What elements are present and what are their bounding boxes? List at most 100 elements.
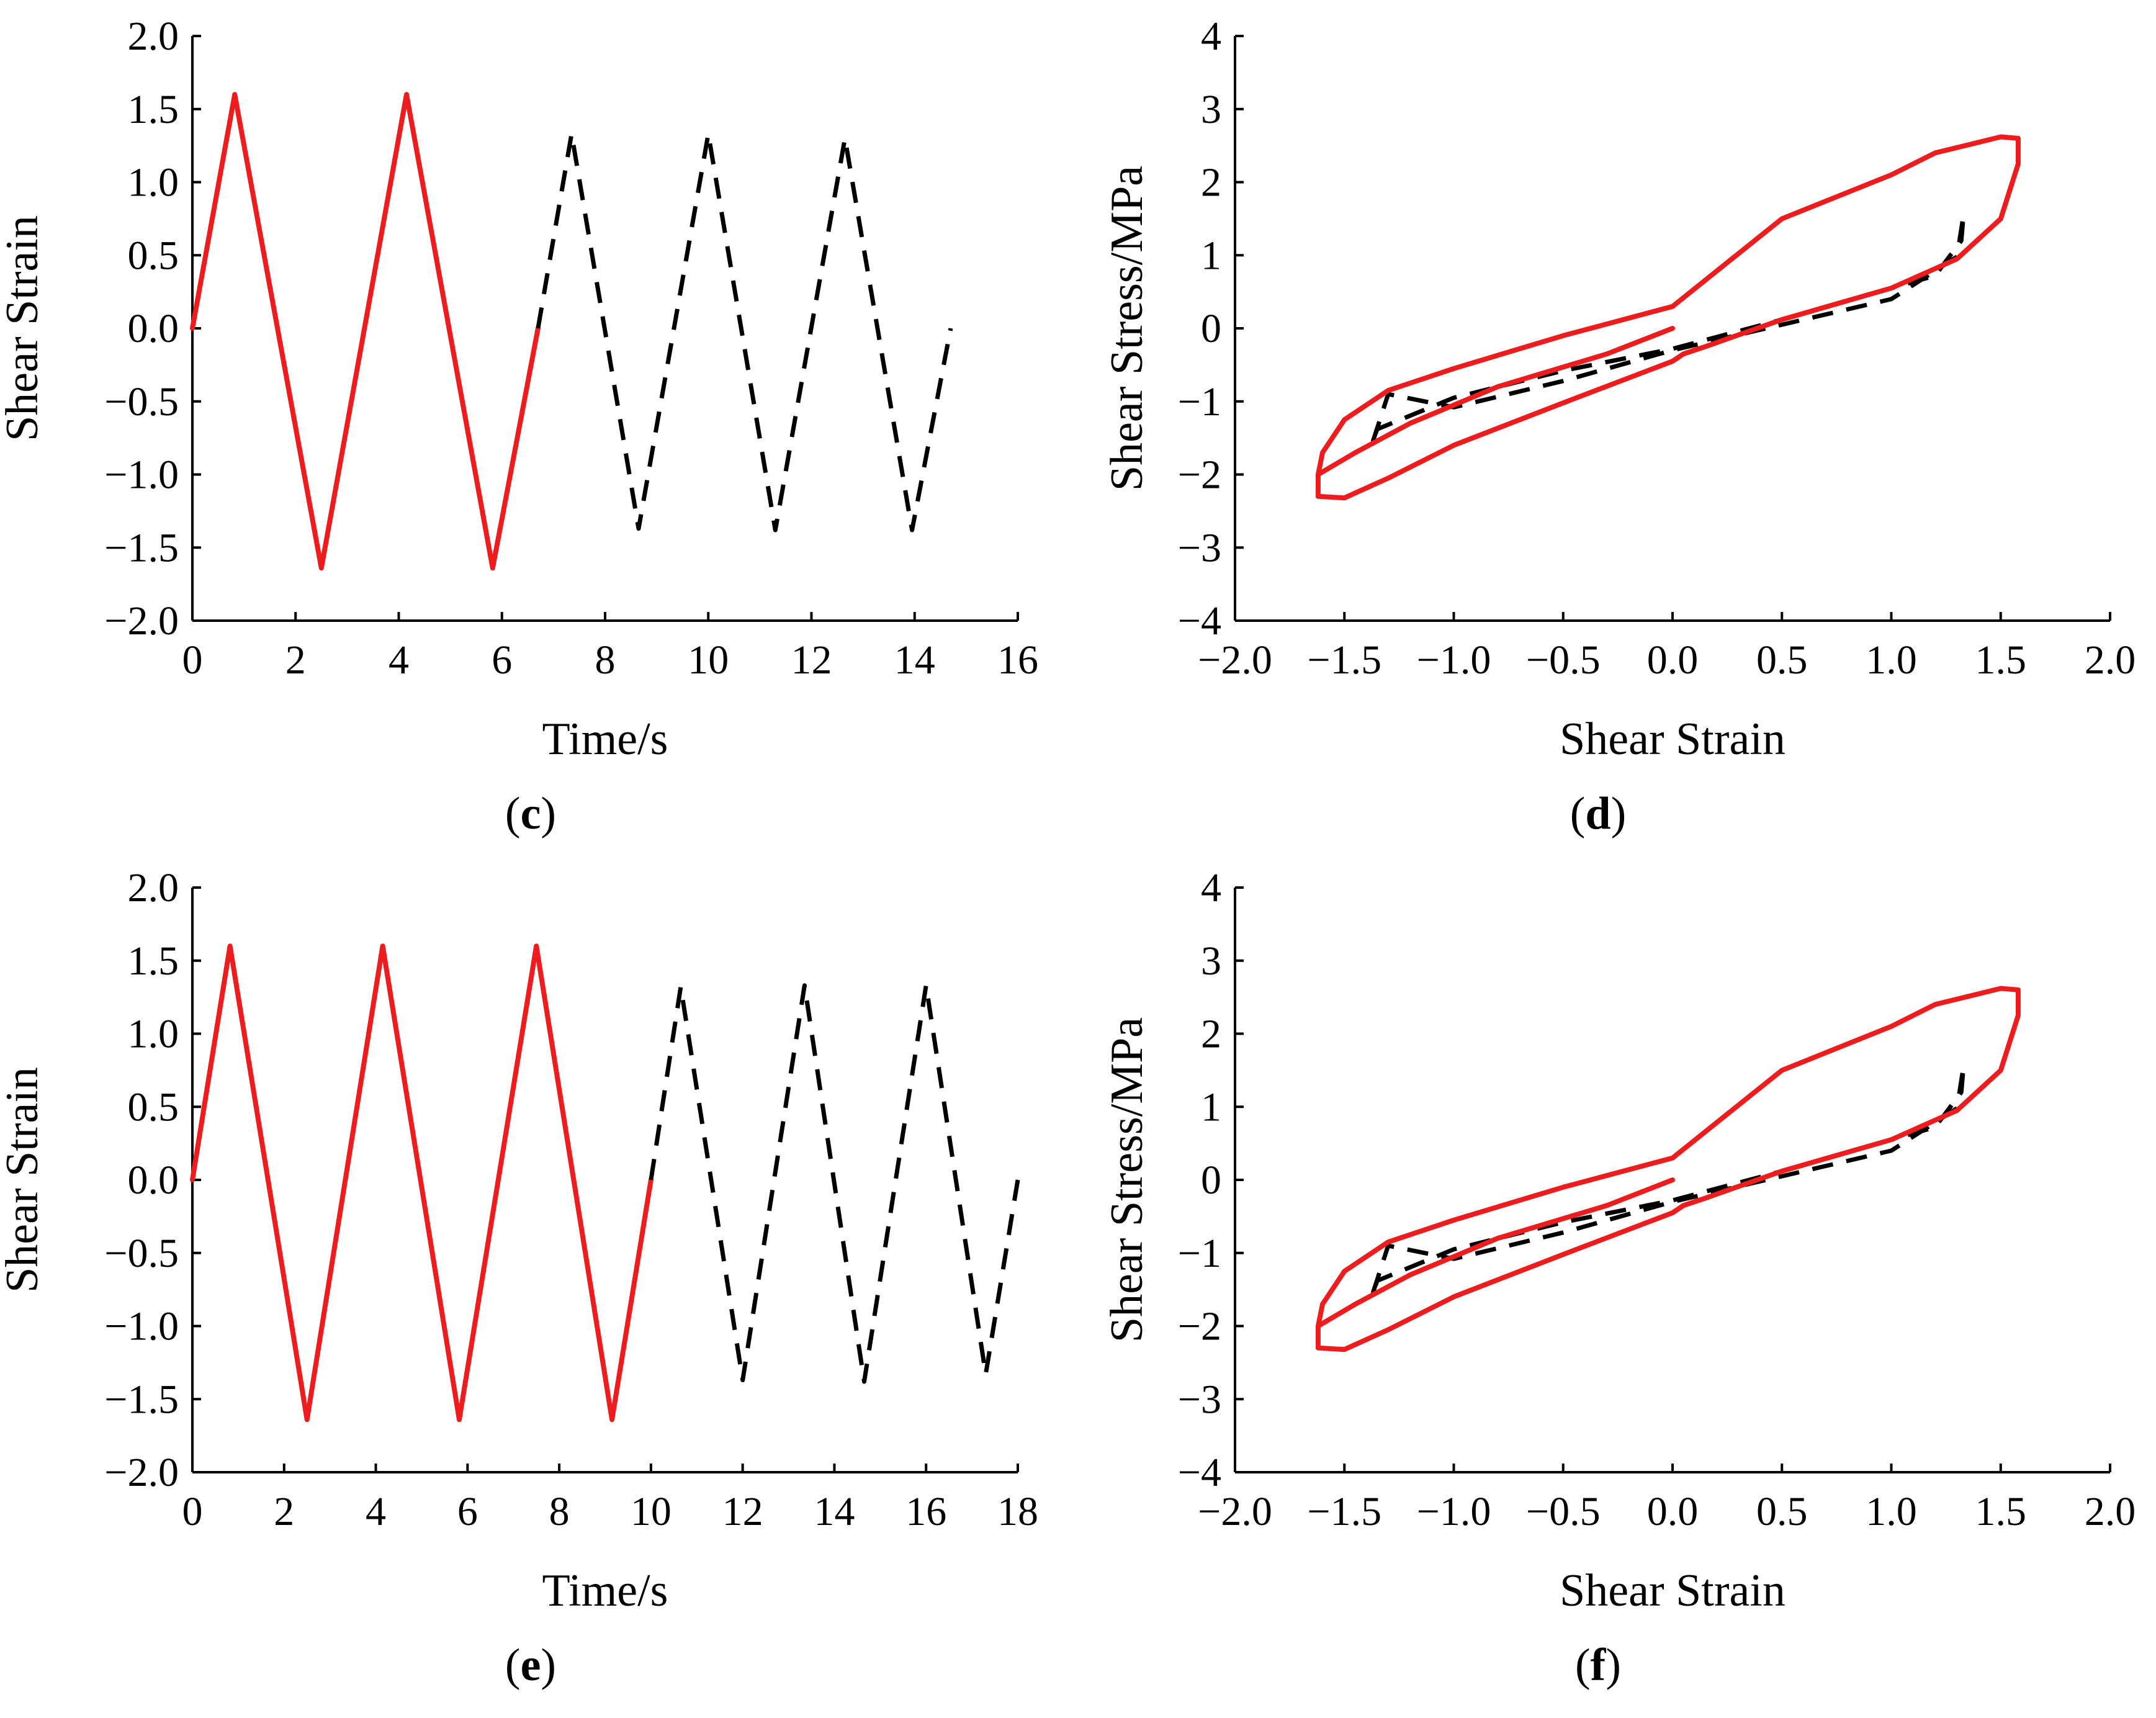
y-tick-label: 1 <box>1201 1084 1221 1130</box>
series-dashed-line <box>536 132 953 533</box>
y-tick-label: 0.0 <box>128 1158 179 1203</box>
series-dashed-line <box>649 983 1020 1384</box>
x-tick-label: 8 <box>549 1489 570 1534</box>
y-tick-label: −1.0 <box>104 452 179 498</box>
x-tick-label: 0 <box>182 637 203 683</box>
y-tick-label: 0 <box>1201 306 1221 351</box>
x-tick-label: −2.0 <box>1198 1489 1272 1534</box>
x-axis-title: Shear Strain <box>1560 714 1785 765</box>
x-tick-label: −0.5 <box>1526 637 1601 683</box>
x-tick-label: −1.5 <box>1307 1489 1381 1534</box>
panel-caption-letter: d <box>1585 788 1610 839</box>
x-tick-label: 1.0 <box>1866 637 1917 683</box>
y-tick-label: −2 <box>1178 1304 1221 1349</box>
y-tick-label: 3 <box>1201 938 1221 984</box>
x-tick-label: 10 <box>631 1489 672 1534</box>
panel-caption: (e) <box>505 1640 556 1691</box>
y-tick-label: 1.0 <box>128 1012 179 1057</box>
x-tick-label: 0 <box>182 1489 203 1534</box>
y-tick-label: 0.5 <box>128 233 179 278</box>
y-tick-label: 2.0 <box>128 865 179 911</box>
chart-panel-e: 0 2 4 6 8 10 12 14 16 18 −2.0 −1.5 −1.0 −0.5 0.0 0.5 1.0… <box>0 865 1038 1691</box>
x-tick-label: −0.5 <box>1526 1489 1601 1534</box>
chart-panel-d: −2.0 −1.5 −1.0 −0.5 0.0 0.5 1.0 1.5 2.0 −4 −3 −2 −1 0… <box>1102 14 2136 839</box>
panel-caption-letter: f <box>1591 1640 1607 1691</box>
y-tick-label: −1.0 <box>104 1304 179 1349</box>
x-tick-label: 14 <box>894 637 935 683</box>
y-tick-label: −1 <box>1178 1231 1221 1276</box>
y-tick-label: −1.5 <box>104 525 179 570</box>
x-tick-label: 16 <box>905 1489 946 1534</box>
y-tick-label: 1.5 <box>128 938 179 984</box>
x-tick-label: 0.5 <box>1756 1489 1808 1534</box>
chart-panel-c: 0 2 4 6 8 10 12 14 16 −2.0 −1.5 −1.0 −0.5 0.0 0.5 1.0 1.… <box>0 14 1038 839</box>
x-tick-label: 4 <box>366 1489 386 1534</box>
y-tick-label: −0.5 <box>104 379 179 425</box>
y-tick-label: −4 <box>1178 598 1221 644</box>
x-tick-label: 4 <box>389 637 409 683</box>
y-tick-label: −4 <box>1178 1450 1221 1495</box>
y-tick-label: 1.0 <box>128 160 179 205</box>
x-tick-label: 2.0 <box>2085 1489 2136 1534</box>
x-tick-label: 0.5 <box>1756 637 1808 683</box>
x-tick-label: 8 <box>595 637 616 683</box>
y-tick-label: 2.0 <box>128 14 179 59</box>
y-axis-title: Shear Stress/MPa <box>1102 166 1152 491</box>
x-tick-label: 2 <box>274 1489 294 1534</box>
x-tick-label: 0.0 <box>1647 637 1699 683</box>
panel-caption-letter: e <box>521 1640 541 1691</box>
x-tick-label: −1.5 <box>1307 637 1381 683</box>
x-tick-label: 12 <box>722 1489 763 1534</box>
x-axis-title: Time/s <box>542 714 668 765</box>
y-tick-label: −2 <box>1178 452 1221 498</box>
y-axis-title: Shear Strain <box>0 215 48 441</box>
x-tick-label: 14 <box>814 1489 855 1534</box>
x-tick-label: 12 <box>791 637 832 683</box>
series-solid-line <box>190 92 541 571</box>
y-tick-label: 3 <box>1201 87 1221 132</box>
x-tick-label: 0.0 <box>1647 1489 1699 1534</box>
x-tick-label: 1.5 <box>1975 637 2027 683</box>
y-tick-label: −1 <box>1178 379 1221 425</box>
series-solid-loop-line <box>1315 986 2021 1352</box>
y-tick-label: −0.5 <box>104 1231 179 1276</box>
x-tick-label: 1.5 <box>1975 1489 2027 1534</box>
y-tick-label: 2 <box>1201 160 1221 205</box>
x-axis-title: Time/s <box>542 1565 668 1616</box>
y-tick-label: 0.5 <box>128 1084 179 1130</box>
x-tick-label: 6 <box>492 637 512 683</box>
x-tick-label: 16 <box>997 637 1038 683</box>
y-tick-label: −3 <box>1178 525 1221 570</box>
y-axis-title: Shear Stress/MPa <box>1102 1017 1152 1342</box>
y-tick-label: −2.0 <box>104 598 179 644</box>
series-dashed-loop-line <box>1370 213 1966 443</box>
series-solid-loop-line <box>1315 134 2021 501</box>
panel-caption-letter: c <box>521 788 541 839</box>
x-axis-title: Shear Strain <box>1560 1565 1785 1616</box>
panel-caption: (d) <box>1570 788 1626 839</box>
series-dashed-loop-line <box>1370 1064 1966 1294</box>
y-tick-label: −2.0 <box>104 1450 179 1495</box>
x-tick-label: −1.0 <box>1417 1489 1491 1534</box>
x-tick-label: 6 <box>457 1489 478 1534</box>
y-tick-label: 4 <box>1201 865 1221 911</box>
y-tick-label: 4 <box>1201 14 1221 59</box>
y-tick-label: 1.5 <box>128 87 179 132</box>
x-tick-label: 10 <box>688 637 729 683</box>
x-tick-label: 18 <box>997 1489 1038 1534</box>
y-tick-label: −3 <box>1178 1377 1221 1422</box>
x-tick-label: −1.0 <box>1417 637 1491 683</box>
y-tick-label: 0 <box>1201 1158 1221 1203</box>
y-axis-title: Shear Strain <box>0 1067 48 1293</box>
chart-panel-f: −2.0 −1.5 −1.0 −0.5 0.0 0.5 1.0 1.5 2.0 −4 −3 −2 −1 0… <box>1102 865 2136 1691</box>
panel-caption: (c) <box>505 788 556 839</box>
y-tick-label: 1 <box>1201 233 1221 278</box>
x-tick-label: 2 <box>285 637 306 683</box>
x-tick-label: −2.0 <box>1198 637 1272 683</box>
y-tick-label: 2 <box>1201 1012 1221 1057</box>
x-tick-label: 1.0 <box>1866 1489 1917 1534</box>
x-tick-label: 2.0 <box>2085 637 2136 683</box>
series-solid-line <box>190 943 654 1423</box>
panel-caption: (f) <box>1575 1640 1621 1691</box>
